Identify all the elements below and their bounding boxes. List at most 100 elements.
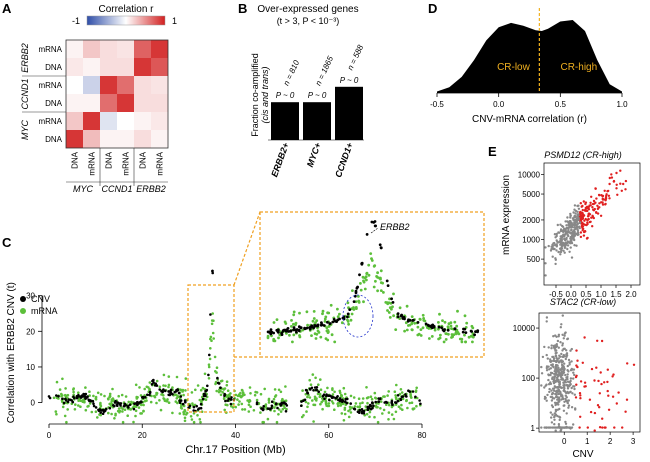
low-cnv-point (549, 382, 553, 386)
cnv-point (227, 397, 231, 401)
cnv-point (270, 404, 274, 408)
low-cnv-point (569, 212, 572, 216)
low-cnv-point (562, 386, 565, 389)
mrna-point (284, 399, 288, 403)
high-cnv-point (601, 417, 604, 420)
inset-mrna-point (444, 332, 448, 335)
cnv-point (57, 395, 60, 398)
mrna-point (331, 387, 334, 390)
low-cnv-point (543, 345, 546, 349)
cnv-point (84, 392, 88, 396)
inset-cnv-point (400, 313, 403, 317)
low-cnv-point (572, 377, 575, 380)
inset-cnv-point (346, 312, 350, 316)
inset-cnv-point (470, 330, 473, 333)
inset-mrna-point (359, 288, 363, 292)
x-tick-label: 1.5 (610, 290, 622, 299)
inset-mrna-point (421, 313, 425, 317)
low-cnv-point (573, 244, 576, 247)
inset-cnv-point (308, 327, 312, 331)
low-cnv-point (553, 241, 556, 245)
mrna-point (148, 381, 152, 384)
cnv-point (148, 391, 152, 395)
mrna-point (352, 396, 356, 399)
mrna-point (343, 406, 347, 410)
mrna-point (220, 379, 224, 383)
inset-mrna-point (443, 320, 447, 324)
heatmap-row-label: mRNA (38, 81, 62, 90)
low-cnv-point (543, 426, 546, 429)
high-cnv-point (588, 398, 592, 401)
low-cnv-point (560, 386, 563, 390)
cnv-point (119, 402, 123, 405)
mrna-point (189, 415, 193, 418)
panel-c-ylabel: Correlation with ERBB2 CNV (t) (6, 282, 17, 423)
low-cnv-point (558, 354, 561, 357)
low-cnv-point (566, 373, 569, 376)
cnv-point (312, 389, 315, 392)
mrna-point (357, 397, 361, 401)
mrna-point (283, 406, 286, 410)
low-cnv-point (575, 244, 578, 247)
inset-mrna-point (290, 319, 293, 322)
heatmap-cell (151, 130, 168, 148)
cnv-point (161, 390, 164, 394)
heatmap-cell (83, 40, 100, 58)
panel-label-c: C (2, 235, 12, 250)
mrna-point (198, 418, 202, 421)
inset-cnv-point (424, 322, 428, 326)
high-cnv-point (619, 182, 622, 185)
heatmap-cell (134, 94, 151, 112)
mrna-point (155, 379, 159, 383)
heatmap-row-label: mRNA (38, 117, 62, 126)
inset-cnv-point (358, 273, 361, 277)
low-cnv-point (550, 247, 553, 251)
mrna-point (259, 392, 263, 396)
cnv-point (146, 393, 149, 397)
heatmap-cell (100, 94, 117, 112)
inset-cnv-point (430, 324, 434, 327)
inset-mrna-point (278, 333, 282, 337)
mrna-point (343, 412, 347, 416)
cnv-point (177, 391, 181, 395)
cnv-point (143, 395, 147, 399)
mrna-point (211, 312, 214, 315)
low-cnv-point (551, 376, 554, 379)
low-cnv-point (574, 215, 577, 218)
cnv-point (310, 386, 314, 390)
cnv-point (404, 395, 408, 398)
mrna-point (240, 388, 244, 392)
cnv-point (163, 389, 167, 393)
low-cnv-point (565, 226, 568, 230)
low-cnv-point (557, 346, 560, 349)
low-cnv-point (562, 426, 565, 429)
inset-mrna-point (418, 318, 422, 321)
low-cnv-point (562, 381, 565, 384)
mrna-point (90, 410, 94, 414)
low-cnv-point (560, 361, 563, 364)
high-cnv-point (579, 380, 583, 383)
mrna-point (305, 410, 308, 413)
inset-mrna-point (392, 314, 395, 318)
mrna-point (191, 403, 194, 407)
mrna-point (149, 400, 153, 404)
mrna-point (308, 378, 312, 382)
inset-cnv-point (289, 329, 293, 333)
x-tick-label: 0.0 (565, 290, 577, 299)
bar-p-label: P ~ 0 (276, 91, 295, 100)
heatmap-col-label: mRNA (88, 151, 97, 175)
low-cnv-point (567, 406, 570, 409)
mrna-point (127, 400, 130, 404)
heatmap-cell (83, 130, 100, 148)
cnv-point (148, 393, 151, 397)
mrna-point (99, 404, 103, 408)
panel-label-a: A (2, 1, 12, 16)
mrna-point (246, 399, 249, 402)
low-cnv-point (555, 245, 558, 248)
low-cnv-point (567, 404, 571, 407)
low-cnv-point (562, 409, 566, 412)
inset-mrna-point (321, 309, 325, 313)
high-cnv-point (599, 214, 603, 217)
low-cnv-point (557, 381, 561, 384)
mrna-point (209, 337, 212, 341)
